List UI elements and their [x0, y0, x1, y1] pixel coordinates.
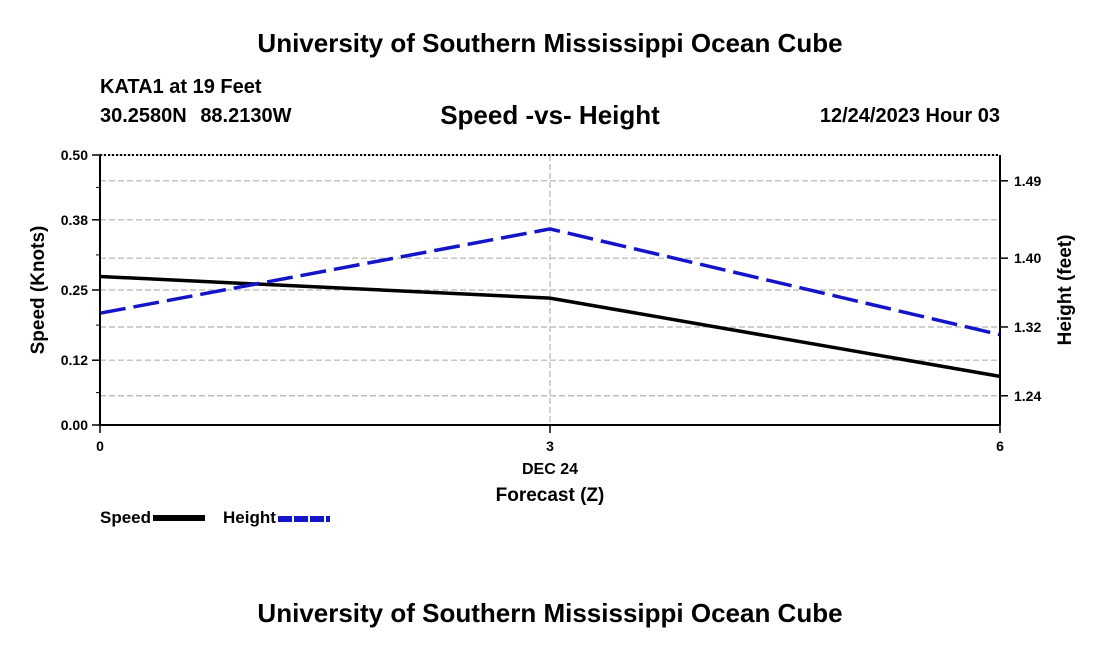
- x-axis-label: Forecast (Z): [496, 485, 605, 506]
- height-series-line: [99, 227, 1001, 337]
- y-tick-label: 0.00: [61, 417, 88, 433]
- y-axis-label: Speed (Knots): [28, 226, 49, 355]
- y-tick-label: 0.50: [61, 147, 88, 163]
- longitude: 88.2130W: [200, 105, 292, 127]
- legend-height-label: Height: [223, 508, 276, 527]
- x-tick-label: 6: [996, 438, 1004, 454]
- legend-height-swatch: [277, 516, 330, 522]
- y-tick-label: 0.25: [61, 282, 88, 298]
- page-title: University of Southern Mississippi Ocean…: [257, 28, 843, 58]
- station-name: KATA1 at 19 Feet: [100, 76, 262, 98]
- chart-title: Speed -vs- Height: [440, 100, 660, 130]
- axes: [92, 154, 1008, 433]
- x-tick-label: 0: [96, 438, 104, 454]
- grid-lines: [100, 154, 1000, 425]
- y-tick-label: 0.38: [61, 212, 88, 228]
- footer-title: University of Southern Mississippi Ocean…: [257, 598, 843, 628]
- y2-tick-label: 1.40: [1014, 250, 1041, 266]
- station-coordinates: 30.2580N 88.2130W: [100, 105, 299, 128]
- y2-axis-label: Height (feet): [1055, 235, 1076, 346]
- x-day-label: DEC 24: [522, 461, 578, 478]
- forecast-datestamp: 12/24/2023 Hour 03: [819, 105, 1000, 127]
- series-lines: [99, 227, 1001, 379]
- y2-tick-label: 1.24: [1014, 388, 1041, 404]
- y2-tick-label: 1.32: [1014, 319, 1041, 335]
- speed-height-chart: 0.00 0.12 0.25 0.38 0.50 1.24 1.32 1.40 1.49 0 3 6 S…: [28, 147, 1076, 506]
- axis-labels: 0.00 0.12 0.25 0.38 0.50 1.24 1.32 1.40 1.49 0 3 6 S…: [28, 147, 1076, 506]
- y2-tick-label: 1.49: [1014, 173, 1041, 189]
- legend-speed-swatch: [153, 515, 206, 521]
- y-tick-label: 0.12: [61, 352, 88, 368]
- legend: Speed Height: [100, 508, 330, 528]
- latitude: 30.2580N: [100, 105, 187, 127]
- legend-speed-label: Speed: [100, 508, 152, 527]
- x-tick-label: 3: [546, 438, 554, 454]
